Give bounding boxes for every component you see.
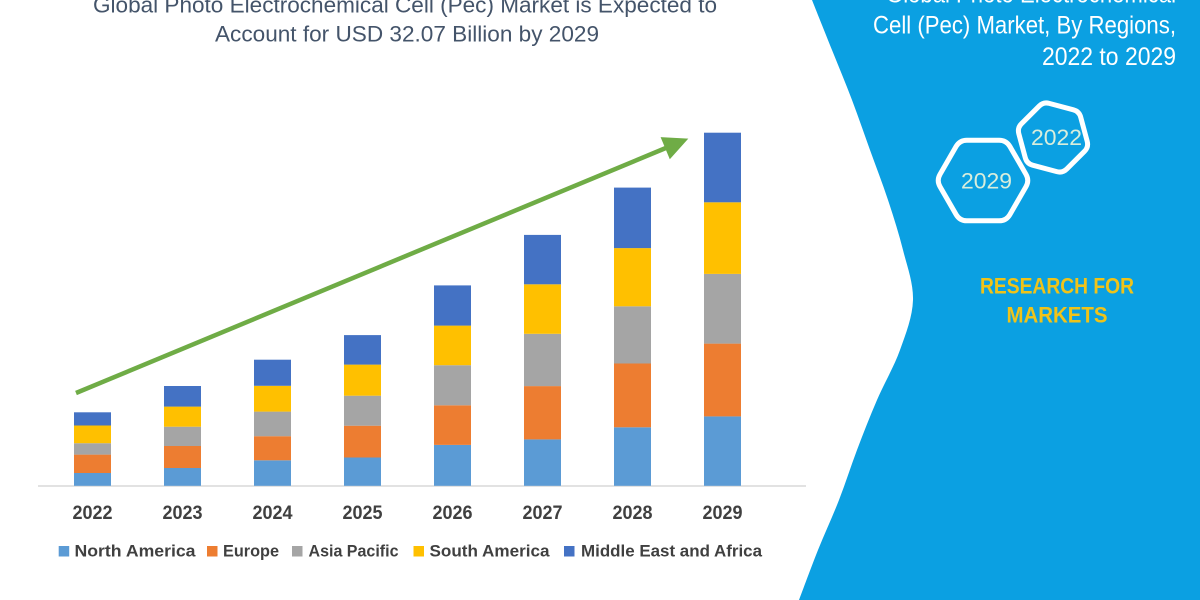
svg-text:2027: 2027: [523, 503, 563, 524]
svg-text:2026: 2026: [433, 503, 473, 524]
svg-text:Asia Pacific: Asia Pacific: [309, 542, 399, 561]
svg-text:2022 to 2029: 2022 to 2029: [1042, 43, 1176, 71]
svg-text:Europe: Europe: [223, 542, 279, 561]
svg-text:2022: 2022: [73, 503, 113, 524]
svg-text:North America: North America: [75, 542, 197, 561]
svg-text:2025: 2025: [343, 503, 383, 524]
svg-text:Cell (Pec) Market, By Regions,: Cell (Pec) Market, By Regions,: [873, 12, 1176, 40]
svg-text:Account for USD 32.07 Billion: Account for USD 32.07 Billion by 2029: [215, 22, 599, 47]
svg-text:2022: 2022: [1031, 125, 1082, 150]
svg-text:2023: 2023: [163, 503, 203, 524]
svg-text:2029: 2029: [961, 169, 1012, 194]
svg-text:MARKETS: MARKETS: [1007, 303, 1108, 328]
svg-text:Middle East and Africa: Middle East and Africa: [581, 542, 763, 561]
svg-text:2029: 2029: [703, 503, 743, 524]
svg-text:South America: South America: [430, 542, 551, 561]
svg-text:Global Photo Electrochemical: Global Photo Electrochemical: [886, 0, 1176, 9]
svg-text:2024: 2024: [253, 503, 293, 524]
svg-text:Global Photo Electrochemical C: Global Photo Electrochemical Cell (Pec) …: [93, 0, 717, 18]
svg-text:2028: 2028: [613, 503, 653, 524]
svg-text:RESEARCH FOR: RESEARCH FOR: [980, 274, 1134, 299]
